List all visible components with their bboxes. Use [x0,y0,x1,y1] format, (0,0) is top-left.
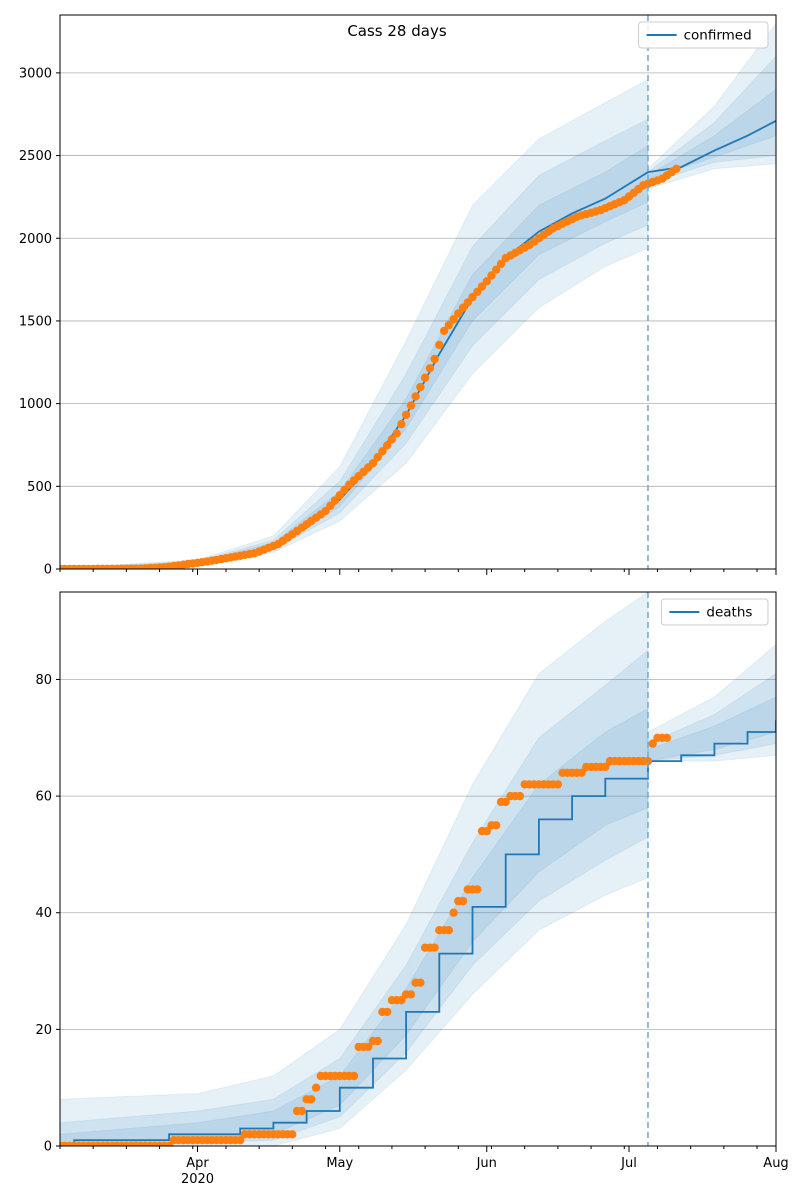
observed-point [373,453,382,462]
series-line [60,720,776,1146]
observed-point [515,791,525,801]
observed-point [364,1042,373,1052]
observed-point [496,259,506,269]
observed-point [601,762,610,772]
y-tick-label: 3000 [19,66,52,81]
observed-point [288,1130,297,1139]
observed-point [416,978,425,987]
observed-point [482,277,491,286]
observed-point [401,410,411,420]
legend-box [660,598,769,626]
x-tick-sublabel: 2020 [181,1172,214,1187]
observed-point [454,309,463,318]
x-tick-label: Apr [186,1156,209,1171]
y-tick-label: 0 [44,563,52,578]
observed-point [435,340,444,350]
chart-title: Cass 28 days [347,22,447,40]
y-tick-label: 500 [27,480,52,495]
legend-label: confirmed [684,28,752,44]
uncertainty-band [60,592,649,1146]
y-tick-label: 1000 [19,397,52,412]
legend-box [638,21,769,49]
x-tick-label: Jul [620,1156,637,1171]
y-tick-label: 2500 [19,149,52,164]
y-tick-label: 1500 [19,314,52,329]
observed-point [420,373,430,382]
observed-point [648,739,657,748]
legend-label: deaths [706,605,752,621]
observed-point [444,926,453,935]
plot-area [60,592,776,1146]
observed-point [416,382,425,392]
observed-point [492,821,501,830]
observed-point [672,164,681,173]
observed-point [458,896,468,906]
confirmed-panel: 0 500 1000 1500 2000 2500 3000 confirmed [19,14,777,578]
observed-point [397,419,406,429]
observed-point [297,1106,306,1116]
observed-point [501,797,510,807]
y-tick-label: 0 [44,1140,52,1155]
observed-point [307,1095,316,1104]
observed-point [643,756,653,766]
x-tick-label: May [326,1156,353,1171]
observed-point [373,1036,382,1046]
observed-point [406,401,416,410]
observed-point [449,908,458,917]
observed-point [411,392,420,401]
uncertainty-band [60,707,649,1146]
observed-point [577,768,586,777]
y-tick-label: 80 [35,673,52,688]
y-tick-label: 40 [35,906,52,921]
observed-point [662,733,672,742]
observed-point [397,996,406,1005]
observed-point [383,1007,392,1017]
plot-frame [59,591,777,1147]
observed-point [349,1071,359,1081]
observed-point [439,326,449,336]
legend: deaths [660,598,769,626]
observed-point [236,1136,245,1145]
observed-point [392,429,401,438]
y-tick-label: 20 [35,1023,52,1038]
observed-point [492,265,501,274]
observed-point [383,441,392,450]
observed-point [425,364,435,373]
observed-point [473,885,482,894]
y-tick-label: 60 [35,790,52,805]
legend: confirmed [638,21,769,49]
observed-point [482,826,491,836]
y-tick-label: 2000 [19,232,52,247]
x-tick-label: Aug [763,1156,788,1171]
observed-point [430,354,439,364]
x-tick-label: Jun [476,1156,497,1171]
observed-point [487,271,496,280]
observed-point [387,435,397,444]
observed-point [553,780,563,789]
uncertainty-band [60,649,649,1146]
observed-point [449,315,458,324]
observed-point [368,459,378,468]
observed-point [311,1083,321,1092]
plot-frame [59,14,777,570]
observed-point [378,447,387,456]
observed-point [430,943,439,952]
observed-point [406,990,416,999]
observed-point [444,320,453,330]
